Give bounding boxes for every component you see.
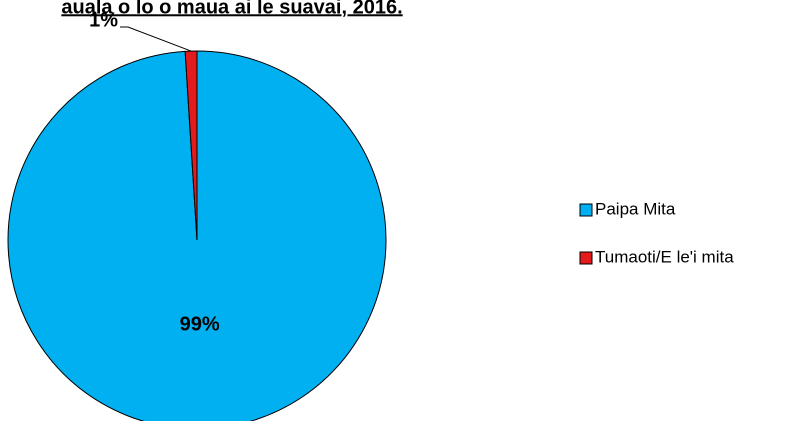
data-label: 99% (180, 313, 220, 335)
pie-slice (7, 50, 387, 421)
data-label: 1% (89, 9, 118, 31)
legend-label: Tumaoti/E le'i mita (595, 247, 734, 266)
pie-slice (184, 50, 198, 241)
legend-swatch (579, 251, 593, 265)
leader-line (120, 26, 192, 52)
legend-label: Paipa Mita (595, 199, 676, 218)
legend-swatch (579, 203, 593, 217)
chart-title: auala o lo o maua ai le suavai, 2016. (61, 0, 402, 18)
